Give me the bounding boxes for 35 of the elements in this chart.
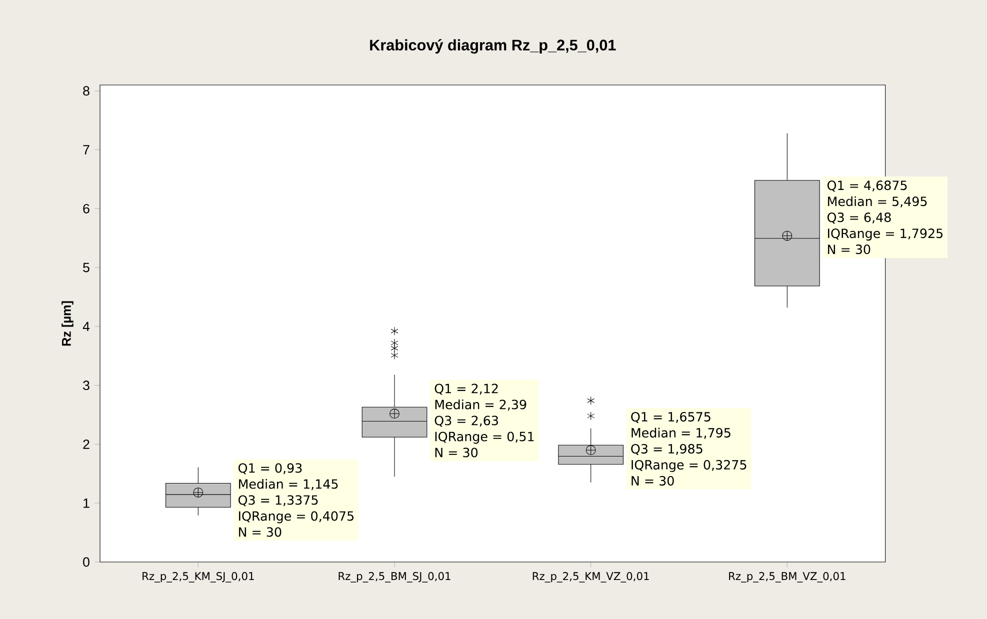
- annotation: IQRange = 0,4075: [239, 511, 354, 524]
- chart-title: Krabicový diagram Rz_p_2,5_0,01: [370, 39, 616, 54]
- y-tick-label: 8: [83, 86, 90, 96]
- annotation: N = 30: [828, 244, 870, 254]
- x-tick-label: Rz_p_2,5_KM_VZ_0,01: [532, 572, 649, 582]
- x-tick-label: Rz_p_2,5_BM_VZ_0,01: [729, 572, 846, 582]
- y-axis-title: Rz [µm]: [62, 301, 74, 346]
- annotation: Q3 = 6,48: [827, 212, 891, 224]
- annotation: Q3 = 1,3375: [238, 495, 318, 506]
- annotation: Q3 = 2,63: [434, 416, 498, 427]
- annotation: Q1 = 4,6875: [827, 180, 907, 192]
- x-tick-label: Rz_p_2,5_BM_SJ_0,01: [338, 572, 450, 582]
- annotation: IQRange = 0,51: [435, 432, 534, 444]
- annotation: Median = 2,39: [435, 399, 526, 411]
- annotation: IQRange = 1,7925: [828, 228, 943, 241]
- y-tick-label: 2: [83, 440, 90, 449]
- annotation: IQRange = 0,3275: [632, 460, 746, 472]
- annotation: N = 30: [435, 448, 478, 458]
- y-tick-label: 0: [83, 557, 90, 567]
- annotation: Median = 5,495: [828, 196, 927, 208]
- y-tick-label: 4: [82, 322, 90, 332]
- annotation: Q3 = 1,985: [631, 444, 702, 456]
- y-tick-label: 6: [83, 204, 90, 214]
- annotation: N = 30: [239, 527, 282, 537]
- y-tick-label: 1: [84, 498, 90, 508]
- annotation: Median = 1,145: [239, 478, 338, 490]
- y-tick-label: 3: [83, 380, 90, 390]
- annotation: Q1 = 0,93: [238, 463, 302, 474]
- y-tick-label: 7: [83, 145, 90, 154]
- annotation: N = 30: [632, 476, 674, 486]
- x-tick-label: Rz_p_2,5_KM_SJ_0,01: [142, 572, 254, 582]
- annotation: Median = 1,795: [632, 428, 730, 439]
- annotation: Q1 = 1,6575: [631, 412, 710, 424]
- annotation: Q1 = 2,12: [434, 384, 498, 395]
- y-tick-label: 5: [83, 262, 90, 272]
